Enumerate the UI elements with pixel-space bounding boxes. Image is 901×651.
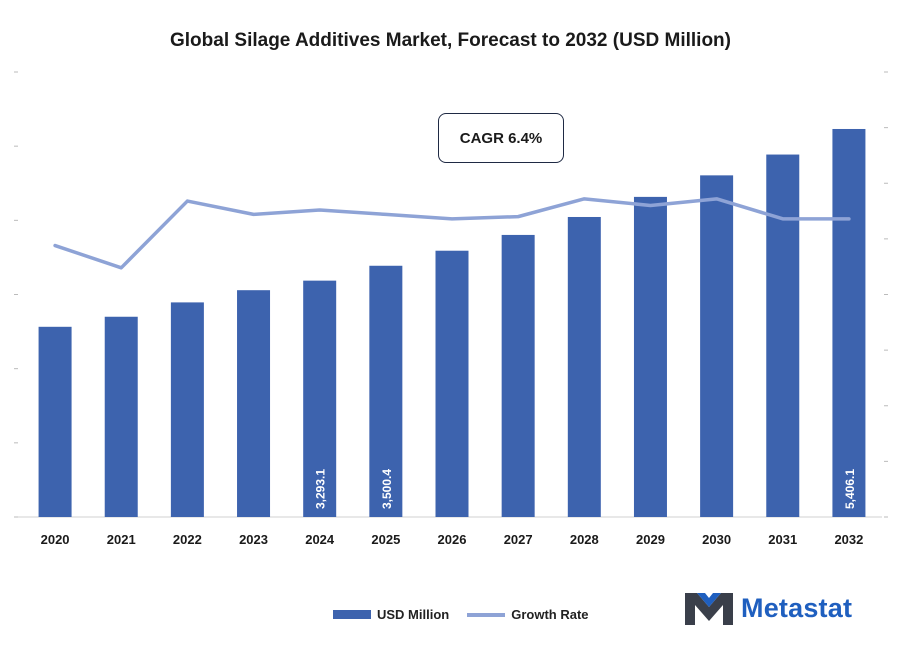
x-tick-label-2022: 2022 <box>173 532 202 547</box>
chart-title: Global Silage Additives Market, Forecast… <box>170 30 731 51</box>
bar-2021 <box>104 316 138 517</box>
legend-item-growth-rate: Growth Rate <box>467 607 589 622</box>
bar-2031 <box>766 154 800 517</box>
bar-2029 <box>633 196 667 518</box>
legend-label-growth-rate: Growth Rate <box>511 607 589 622</box>
bar-2026 <box>435 250 469 517</box>
metastat-logo: Metastat <box>683 589 852 627</box>
x-tick-label-2032: 2032 <box>834 532 863 547</box>
cagr-annotation: CAGR 6.4% <box>438 113 564 163</box>
bar-2020 <box>38 326 72 517</box>
x-tick-label-2027: 2027 <box>504 532 533 547</box>
bar-2030 <box>700 175 734 517</box>
bar-2032 <box>832 128 866 517</box>
bar-2025 <box>369 265 403 517</box>
x-tick-label-2026: 2026 <box>438 532 467 547</box>
data-label-2025: 3,500.4 <box>380 469 394 509</box>
bar-2023 <box>237 290 271 517</box>
legend-item-usd-million: USD Million <box>333 607 449 622</box>
bar-2022 <box>170 302 204 517</box>
legend-line-swatch <box>467 612 506 617</box>
x-tick-label-2029: 2029 <box>636 532 665 547</box>
x-tick-label-2031: 2031 <box>768 532 797 547</box>
x-tick-label-2025: 2025 <box>371 532 400 547</box>
bar-2028 <box>567 216 601 517</box>
bar-2024 <box>303 280 337 517</box>
x-tick-label-2030: 2030 <box>702 532 731 547</box>
x-tick-label-2020: 2020 <box>41 532 70 547</box>
x-tick-label-2024: 2024 <box>305 532 335 547</box>
x-tick-label-2028: 2028 <box>570 532 599 547</box>
legend-label-usd-million: USD Million <box>377 607 450 622</box>
bar-2027 <box>501 234 535 517</box>
growth-rate-line <box>53 197 851 270</box>
data-label-2032: 5,406.1 <box>843 469 857 509</box>
legend-bar-swatch <box>333 610 371 619</box>
data-label-2024: 3,293.1 <box>314 469 328 509</box>
x-tick-label-2021: 2021 <box>107 532 136 547</box>
metastat-logo-text: Metastat <box>741 592 853 623</box>
chart-legend: USD Million Growth Rate <box>333 607 607 622</box>
metastat-logo-icon <box>685 593 733 625</box>
x-tick-label-2023: 2023 <box>239 532 268 547</box>
